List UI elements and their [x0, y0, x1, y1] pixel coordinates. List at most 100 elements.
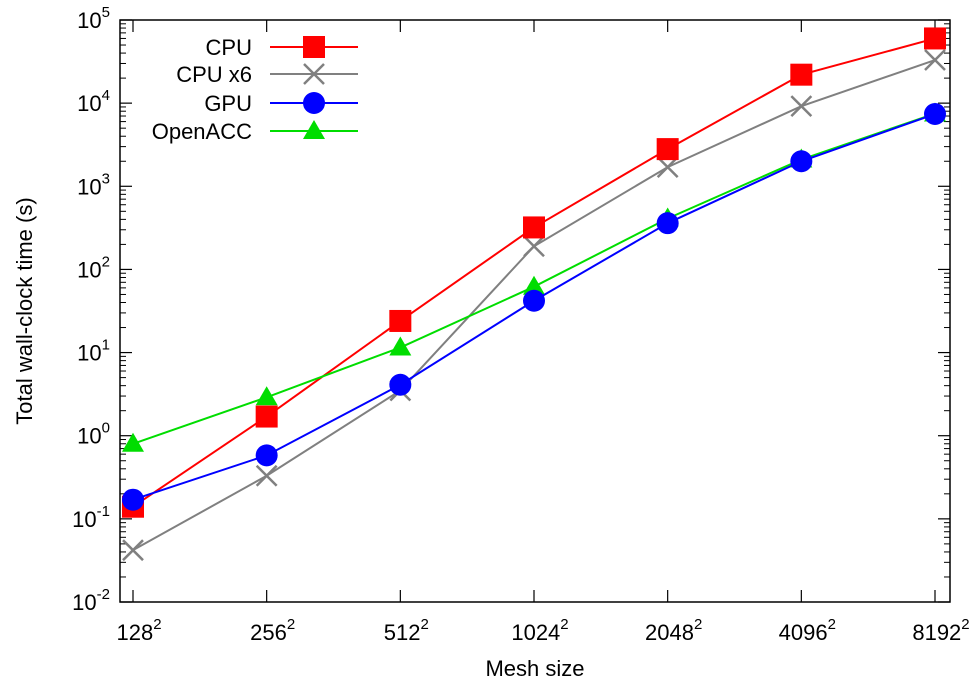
y-tick-label: 101: [77, 337, 110, 366]
data-point-gpu: [389, 373, 412, 396]
legend-marker: [303, 120, 325, 139]
data-point-cpu-x6: [255, 464, 278, 487]
x-marker-stroke: [255, 464, 278, 487]
x-tick-exponent: 2: [828, 616, 836, 633]
data-point-gpu: [790, 150, 813, 173]
legend-item-openacc: OpenACC: [152, 119, 358, 144]
x-tick-base: 8192: [912, 620, 961, 645]
data-point-openacc: [255, 386, 278, 406]
y-tick-label: 105: [77, 4, 110, 33]
legend-marker: [303, 63, 325, 85]
data-point-cpu: [790, 63, 813, 86]
x-tick-exponent: 2: [560, 616, 568, 633]
data-point-openacc: [389, 336, 412, 356]
y-tick-exponent: 4: [102, 87, 110, 104]
y-tick-base: 10: [72, 590, 96, 615]
x-marker-stroke: [122, 539, 144, 562]
data-point-cpu-x6: [790, 95, 813, 118]
data-point-cpu: [924, 27, 946, 50]
series-openacc: [122, 102, 946, 452]
y-tick-label: 104: [77, 87, 110, 116]
y-tick-label: 100: [77, 420, 110, 449]
x-axis-label: Mesh size: [485, 656, 584, 681]
series-layer: [122, 27, 946, 562]
y-tick-exponent: 3: [102, 170, 110, 187]
y-tick-base: 10: [77, 257, 101, 282]
x-tick-exponent: 2: [287, 616, 295, 633]
x-marker-stroke: [523, 235, 545, 258]
x-tick-exponent: 2: [694, 616, 702, 633]
data-point-gpu: [122, 488, 144, 511]
x-tick-label: 5122: [384, 616, 429, 645]
data-point-openacc: [122, 432, 144, 452]
y-tick-label: 103: [77, 170, 110, 199]
data-point-cpu: [523, 216, 545, 239]
x-tick-label: 20482: [645, 616, 702, 645]
x-tick-label: 40962: [779, 616, 836, 645]
legend-label: OpenACC: [152, 119, 252, 144]
series-cpu: [122, 27, 946, 518]
y-tick-exponent: -1: [97, 503, 110, 520]
x-tick-exponent: 2: [961, 616, 969, 633]
legend-item-cpu: CPU: [206, 35, 358, 60]
x-tick-base: 512: [384, 620, 421, 645]
y-tick-label: 10-1: [72, 503, 110, 532]
y-tick-exponent: -2: [97, 586, 110, 603]
data-point-cpu-x6: [924, 49, 946, 71]
y-tick-exponent: 1: [102, 337, 110, 354]
y-tick-label: 102: [77, 253, 110, 282]
data-point-gpu: [255, 444, 278, 467]
x-tick-label: 2562: [250, 616, 295, 645]
data-point-gpu: [523, 289, 545, 312]
x-marker-stroke: [924, 49, 946, 71]
data-point-cpu-x6: [122, 539, 144, 562]
y-tick-base: 10: [77, 91, 101, 116]
x-tick-base: 4096: [779, 620, 828, 645]
data-point-cpu: [656, 138, 679, 161]
y-tick-base: 10: [77, 424, 101, 449]
y-tick-label: 10-2: [72, 586, 110, 615]
legend-marker: [303, 92, 325, 114]
legend-label: CPU x6: [176, 62, 252, 87]
y-tick-exponent: 5: [102, 4, 110, 21]
x-axis: 1282 2562 5122 10242 20482 40962 81922: [116, 20, 970, 645]
x-tick-label: 1282: [116, 616, 161, 645]
data-point-gpu: [656, 212, 679, 235]
series-line-cpu: [132, 37, 936, 508]
series-gpu: [122, 103, 946, 511]
data-point-cpu: [389, 309, 412, 332]
x-tick-exponent: 2: [153, 616, 161, 633]
x-tick-base: 128: [116, 620, 153, 645]
legend-label: CPU: [206, 35, 252, 60]
x-tick-label: 10242: [511, 616, 568, 645]
x-tick-base: 2048: [645, 620, 694, 645]
x-marker-stroke: [303, 63, 325, 85]
y-tick-exponent: 0: [102, 420, 110, 437]
plot-frame: [119, 19, 951, 603]
data-point-cpu: [255, 405, 278, 428]
y-tick-base: 10: [77, 341, 101, 366]
legend-label: GPU: [204, 91, 252, 116]
x-marker-stroke: [790, 95, 813, 118]
data-point-cpu-x6: [523, 235, 545, 258]
legend-item-cpu-x6: CPU x6: [176, 62, 358, 87]
data-point-gpu: [924, 103, 946, 126]
y-tick-base: 10: [77, 174, 101, 199]
x-tick-base: 1024: [511, 620, 560, 645]
data-point-openacc: [523, 275, 545, 295]
data-point-cpu-x6: [656, 156, 679, 179]
x-marker-stroke: [656, 156, 679, 179]
y-axis-label: Total wall-clock time (s): [12, 197, 37, 424]
y-tick-base: 10: [77, 8, 101, 33]
y-tick-base: 10: [72, 507, 96, 532]
legend-marker: [303, 36, 325, 58]
y-tick-exponent: 2: [102, 253, 110, 270]
series-cpu-x6: [122, 49, 946, 562]
x-tick-exponent: 2: [421, 616, 429, 633]
x-tick-base: 256: [250, 620, 287, 645]
x-tick-label: 81922: [912, 616, 969, 645]
legend-item-gpu: GPU: [204, 91, 358, 116]
